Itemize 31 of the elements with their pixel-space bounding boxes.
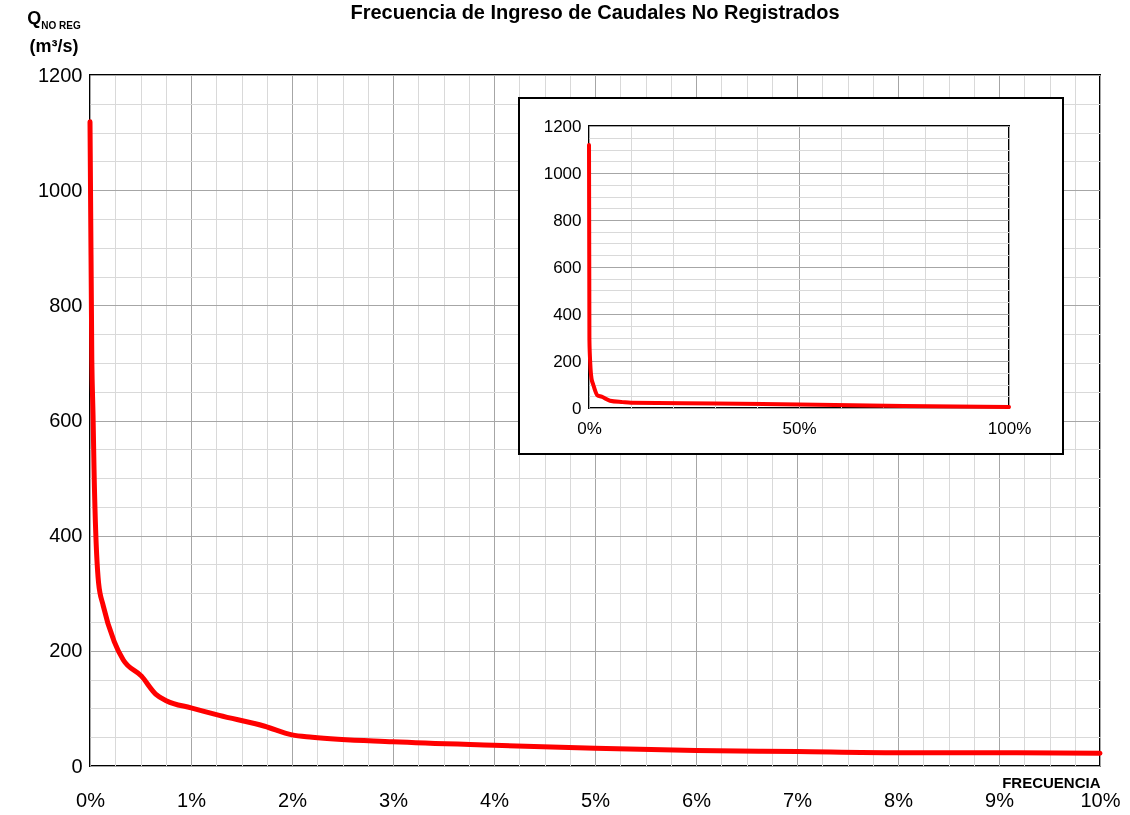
y-tick-label: 1000 (543, 163, 582, 183)
y-tick-label: 800 (49, 293, 83, 316)
x-tick-label: 0% (577, 418, 602, 438)
x-axis-title: FRECUENCIA (1002, 773, 1101, 791)
y-tick-label: 0 (71, 754, 83, 777)
y-axis-title: Q$_{NO REG}$ (m³/s) (26, 8, 82, 56)
x-tick-label: 5% (581, 788, 611, 811)
x-tick-label: 4% (480, 788, 510, 811)
y-tick-label: 0 (572, 398, 582, 418)
y-tick-label: 800 (553, 210, 582, 230)
x-tick-label: 0% (76, 788, 106, 811)
y-tick-label: 1200 (543, 116, 582, 136)
x-tick-label: 1% (177, 788, 207, 811)
y-tick-label: 600 (553, 257, 582, 277)
y-tick-label: 1000 (38, 178, 83, 201)
y-tick-label: 600 (49, 409, 83, 431)
x-tick-label: 8% (884, 788, 914, 811)
y-tick-label: 400 (553, 304, 582, 324)
x-tick-label: 9% (985, 788, 1015, 811)
x-tick-label: 100% (987, 418, 1032, 438)
x-tick-label: 6% (682, 788, 712, 811)
y-tick-label: 200 (49, 639, 83, 662)
chart-title: Frecuencia de Ingreso de Caudales No Registrados (350, 1, 840, 23)
x-tick-label: 10% (1080, 788, 1121, 811)
x-tick-label: 50% (782, 418, 817, 438)
x-tick-label: 2% (278, 788, 308, 811)
y-tick-label: 200 (553, 351, 582, 371)
y-tick-label: 1200 (38, 63, 83, 86)
x-tick-label: 7% (783, 788, 813, 811)
y-tick-label: 400 (49, 524, 83, 547)
x-tick-label: 3% (379, 788, 409, 811)
